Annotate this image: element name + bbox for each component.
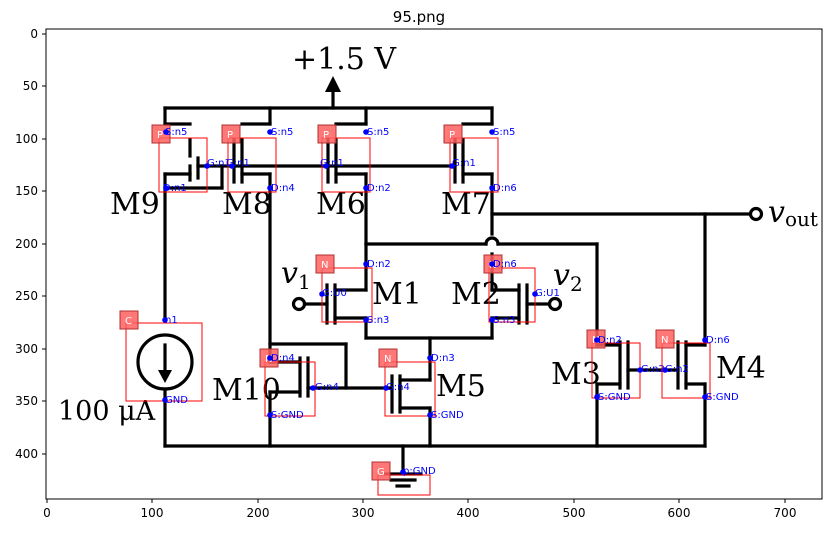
x-tick-label: 300	[352, 506, 375, 520]
detection-m7: P S:n5 G:n1 D:n6	[443, 124, 517, 194]
svg-text:G:n1: G:n1	[320, 158, 344, 169]
y-tick-label: 100	[15, 132, 38, 146]
m3-label: M3	[551, 357, 601, 392]
svg-text:G:n1: G:n1	[452, 158, 476, 169]
svg-text:S:n3: S:n3	[367, 315, 389, 326]
x-tick-label: 400	[457, 506, 480, 520]
detection-m10: N D:n4 G:n4 S:GND	[259, 348, 339, 421]
detection-current-source: C n1 GND	[119, 310, 203, 406]
circuit-labels: +1.5 V vout v1 v2 100 μA M9 M8 M6 M7 M1 …	[58, 42, 818, 427]
svg-text:G:U1: G:U1	[535, 288, 560, 299]
m7-label: M7	[441, 187, 491, 222]
svg-text:S:GND: S:GND	[598, 392, 631, 403]
svg-text:S:n5: S:n5	[367, 127, 389, 138]
m6-label: M6	[316, 187, 366, 222]
detection-m4: N D:n6 G:n2 S:GND	[655, 329, 739, 403]
x-tick-label: 600	[668, 506, 691, 520]
svg-text:D:n4: D:n4	[271, 183, 295, 194]
detection-m5: N D:n3 G:n4 S:GND	[378, 348, 464, 421]
y-tick-label: 0	[30, 27, 38, 41]
svg-text:N: N	[384, 354, 391, 365]
x-tick-label: 0	[43, 506, 51, 520]
y-axis: 0 50 100 150 200 250 300 350 400	[15, 27, 46, 461]
y-tick-label: 150	[15, 184, 38, 198]
svg-text:N: N	[661, 335, 668, 346]
svg-text:S:GND: S:GND	[431, 410, 464, 421]
svg-text:GND: GND	[165, 395, 188, 406]
m2-label: M2	[451, 277, 501, 312]
svg-text:D:n2: D:n2	[598, 335, 622, 346]
svg-text:D:n6: D:n6	[493, 259, 517, 270]
svg-text:p:GND: p:GND	[403, 466, 436, 477]
detection-m2: N D:n6 G:U1 S:n3	[483, 254, 560, 326]
vdd-label: +1.5 V	[292, 42, 397, 77]
svg-text:G:n4: G:n4	[386, 382, 410, 393]
svg-text:G:n2: G:n2	[665, 364, 689, 375]
svg-text:G:n1: G:n1	[226, 158, 250, 169]
y-tick-label: 250	[15, 289, 38, 303]
svg-text:n1: n1	[165, 315, 178, 326]
y-tick-label: 400	[15, 447, 38, 461]
svg-text:S:n5: S:n5	[165, 127, 187, 138]
detection-m3: N D:n2 G:n2 S:GND	[586, 329, 665, 403]
vout-label: vout	[768, 195, 818, 231]
detection-ground: G p:GND	[371, 461, 436, 496]
m5-label: M5	[436, 369, 486, 404]
svg-text:D:n2: D:n2	[367, 259, 391, 270]
svg-text:D:n2: D:n2	[367, 183, 391, 194]
svg-text:D:n6: D:n6	[706, 335, 730, 346]
svg-text:S:GND: S:GND	[706, 392, 739, 403]
svg-text:G: G	[377, 467, 385, 478]
v1-label: v1	[281, 256, 311, 294]
svg-text:G:n1: G:n1	[207, 158, 231, 169]
y-tick-label: 50	[23, 79, 38, 93]
x-tick-label: 700	[774, 506, 797, 520]
m9-label: M9	[110, 187, 160, 222]
svg-text:G:n4: G:n4	[315, 382, 339, 393]
svg-text:D:n1: D:n1	[163, 183, 187, 194]
svg-text:P: P	[449, 130, 455, 141]
detection-m6: P S:n5 G:n1 D:n2	[317, 124, 391, 194]
svg-text:D:n3: D:n3	[431, 353, 455, 364]
svg-text:P: P	[157, 130, 163, 141]
svg-text:G:n2: G:n2	[641, 364, 665, 375]
y-tick-label: 300	[15, 342, 38, 356]
svg-text:S:n5: S:n5	[271, 127, 293, 138]
m10-label: M10	[212, 373, 281, 408]
svg-text:N: N	[321, 260, 328, 271]
svg-text:D:n4: D:n4	[271, 353, 295, 364]
svg-text:G:U0: G:U0	[322, 288, 347, 299]
svg-text:P: P	[323, 130, 329, 141]
svg-text:C: C	[125, 316, 132, 327]
m8-label: M8	[222, 187, 272, 222]
detection-m8: P S:n5 G:n1 D:n4	[221, 124, 295, 194]
circuit-wiring	[136, 76, 764, 488]
svg-text:P: P	[227, 130, 233, 141]
svg-text:S:n3: S:n3	[493, 315, 515, 326]
v2-label: v2	[553, 258, 583, 296]
x-tick-label: 200	[247, 506, 270, 520]
x-tick-label: 100	[141, 506, 164, 520]
detection-m1: N D:n2 G:U0 S:n3	[315, 254, 391, 326]
m4-label: M4	[716, 351, 766, 386]
y-tick-label: 200	[15, 237, 38, 251]
x-tick-label: 500	[563, 506, 586, 520]
svg-text:D:n6: D:n6	[493, 183, 517, 194]
detection-m9: P S:n5 G:n1 D:n1	[151, 124, 231, 194]
m1-label: M1	[372, 277, 422, 312]
svg-text:S:GND: S:GND	[271, 410, 304, 421]
svg-text:S:n5: S:n5	[493, 127, 515, 138]
y-tick-label: 350	[15, 394, 38, 408]
x-axis: 0 100 200 300 400 500 600 700	[43, 499, 796, 520]
figure-title: 95.png	[393, 8, 445, 26]
